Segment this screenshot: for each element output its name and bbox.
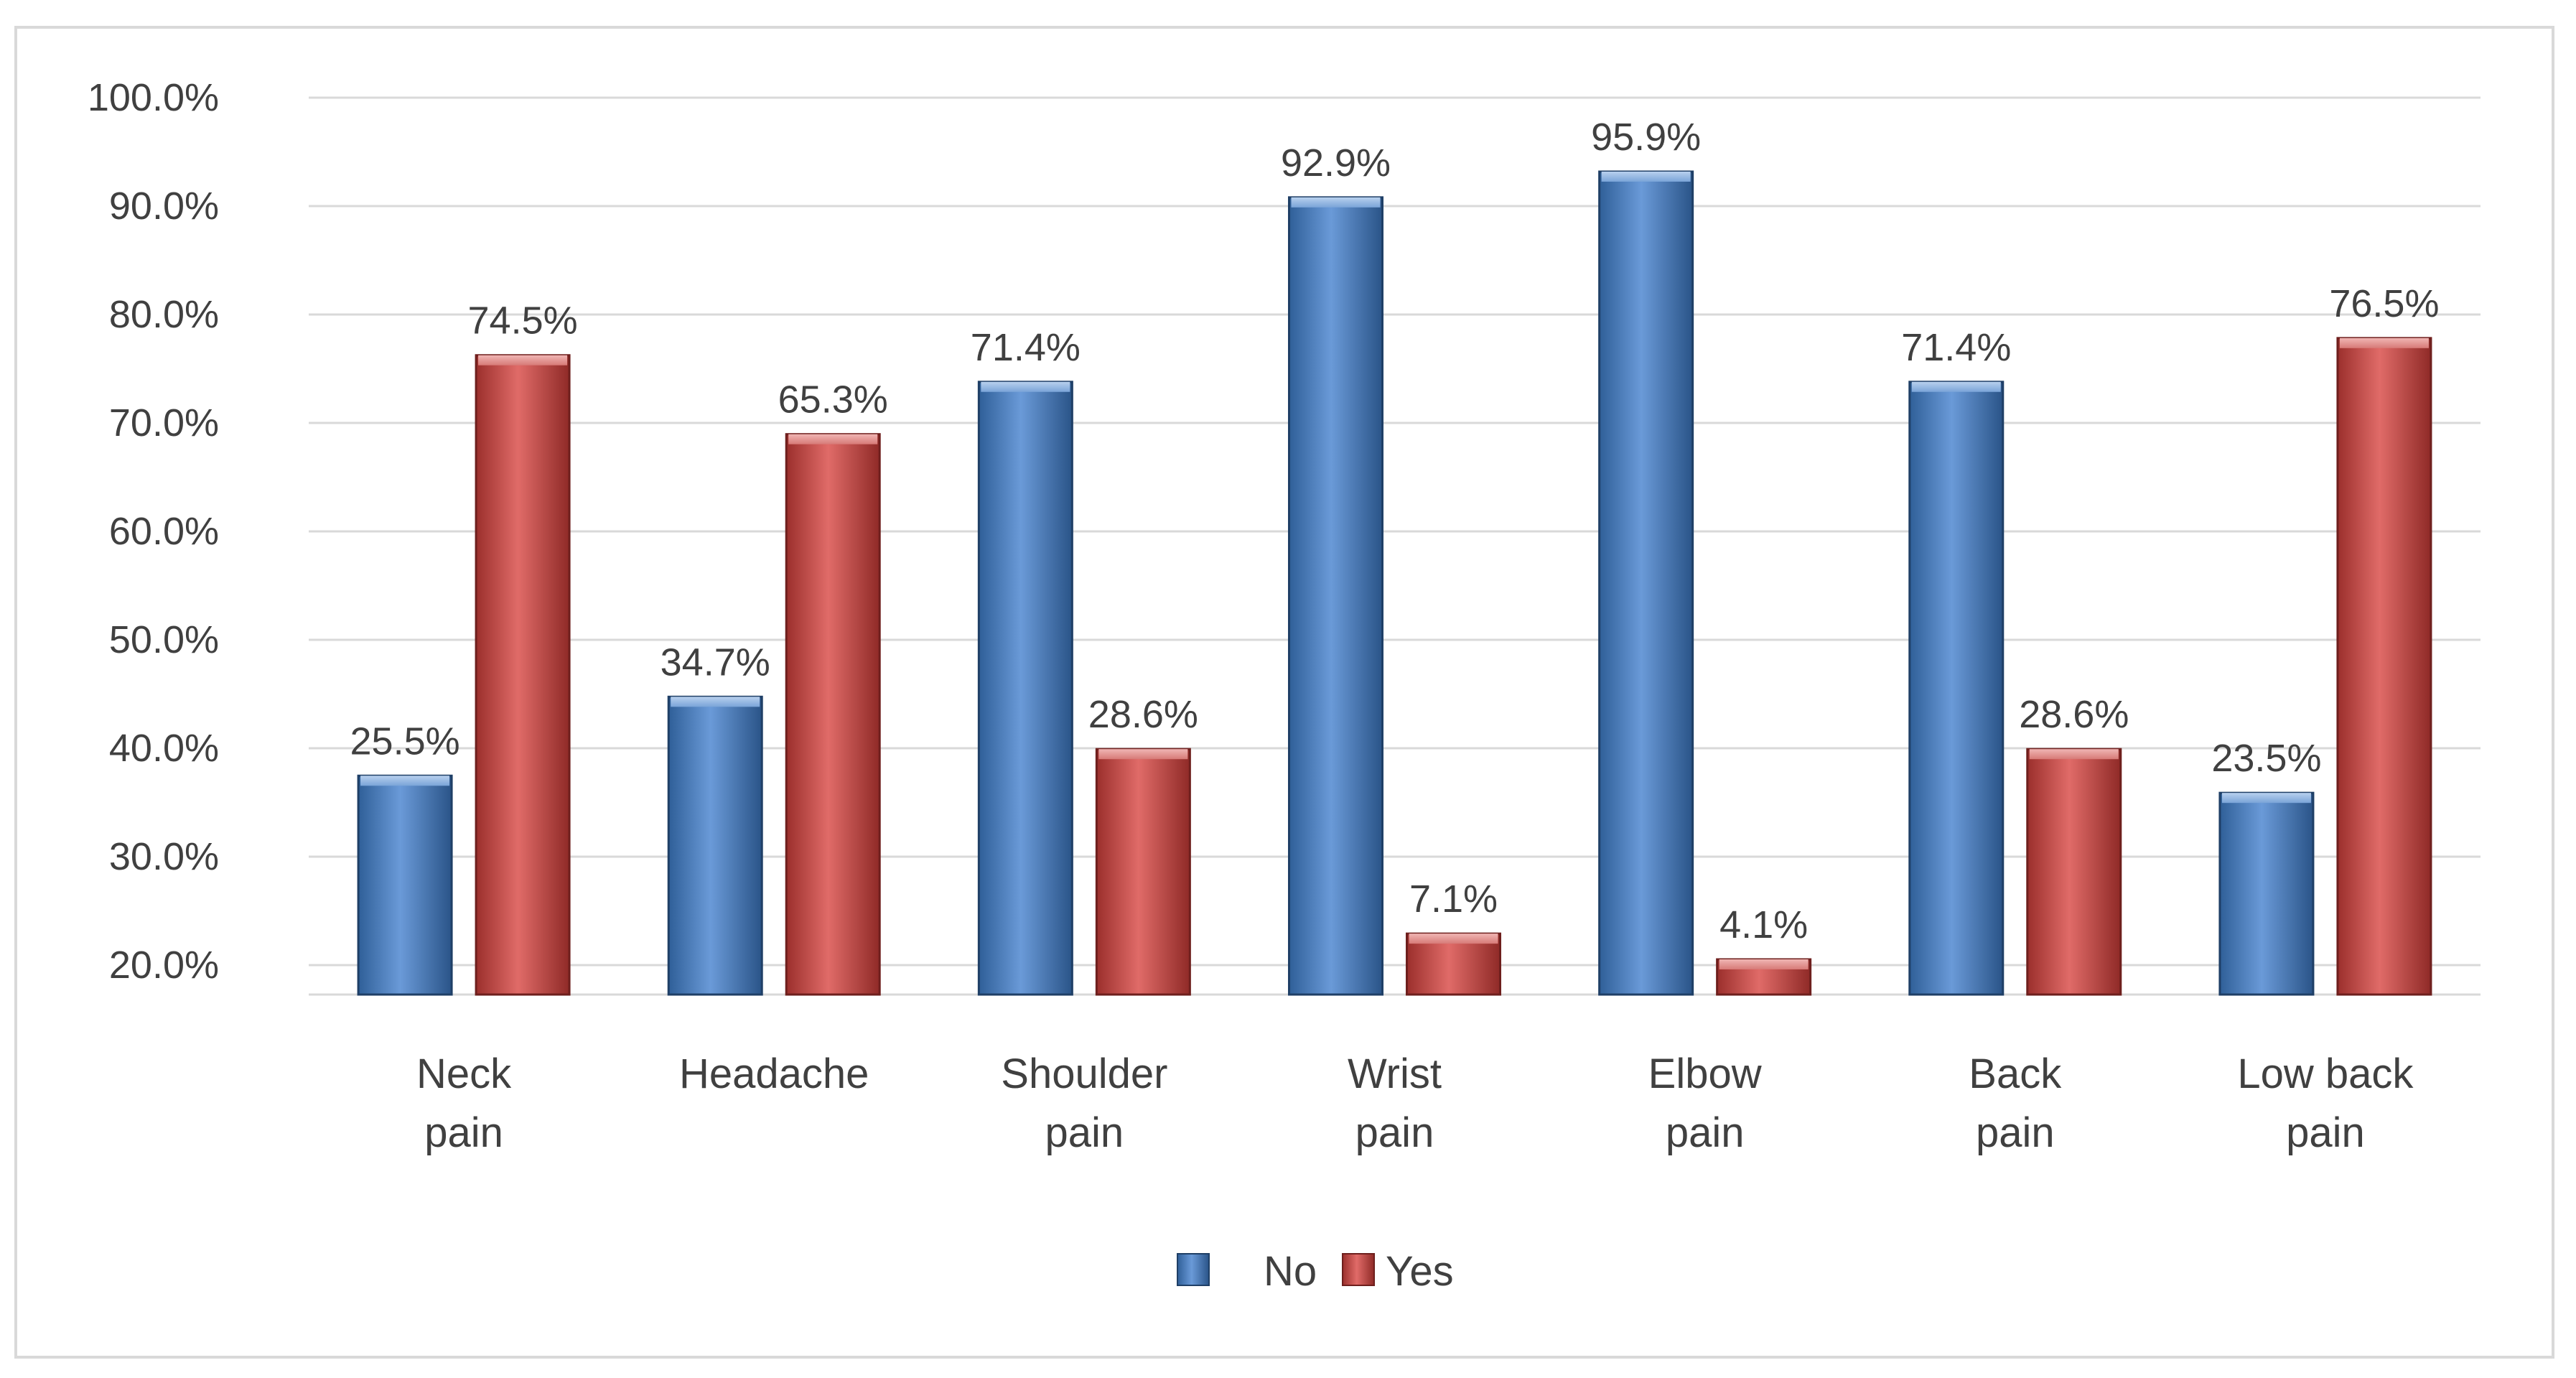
x-axis: Neck pain Headache Shoulder pain Wrist pain Elb… xyxy=(416,1051,2414,1156)
data-label: 28.6% xyxy=(2019,693,2129,736)
bar-yes xyxy=(475,354,571,996)
y-axis: 100.0% 90.0% 80.0% 70.0% 60.0% 50.0% 40.0% 30.0… xyxy=(88,76,219,987)
bar-yes xyxy=(785,433,881,996)
x-tick-label: Wrist pain xyxy=(1348,1051,1442,1156)
bar-top-no xyxy=(2221,793,2311,804)
bar-top-no xyxy=(1601,171,1691,182)
bar-top-no xyxy=(1291,197,1381,208)
bar-no xyxy=(357,774,453,996)
bar-top-yes xyxy=(788,434,878,444)
data-label: 92.9% xyxy=(1281,141,1391,185)
y-tick-label: 20.0% xyxy=(109,944,219,987)
chart-frame xyxy=(14,26,2554,1359)
data-label: 65.3% xyxy=(778,378,888,422)
bar-top-yes xyxy=(1719,959,1809,970)
bar-no xyxy=(1288,196,1383,996)
legend: No Yes xyxy=(1177,1248,1454,1295)
data-label: 28.6% xyxy=(1088,693,1198,736)
bar-top-no xyxy=(360,776,450,786)
bar-yes xyxy=(1095,748,1191,996)
x-tick-label: Headache xyxy=(679,1051,869,1097)
legend-label-no: No xyxy=(1264,1248,1317,1295)
data-label: 76.5% xyxy=(2329,282,2439,325)
y-tick-label: 100.0% xyxy=(88,76,219,119)
bar-top-yes xyxy=(1409,934,1498,944)
bar-yes xyxy=(2026,748,2122,996)
bar-no xyxy=(1908,381,2005,996)
data-label: 4.1% xyxy=(1719,903,1808,946)
data-label: 74.5% xyxy=(468,299,578,343)
y-tick-label: 70.0% xyxy=(109,401,219,444)
y-tick-label: 60.0% xyxy=(109,510,219,553)
bar-top-yes xyxy=(2029,749,2119,760)
data-label: 7.1% xyxy=(1409,877,1498,921)
data-label: 25.5% xyxy=(350,720,460,763)
legend-swatch-yes xyxy=(1342,1253,1375,1286)
bar-top-no xyxy=(1911,381,2001,392)
x-tick-label: Low back pain xyxy=(2237,1051,2414,1156)
bar-no xyxy=(2218,791,2315,996)
data-label: 71.4% xyxy=(971,326,1081,369)
data-label: 34.7% xyxy=(661,641,770,684)
x-tick-label: Shoulder pain xyxy=(1001,1051,1167,1156)
bar-no xyxy=(977,381,1073,996)
x-tick-label: Back pain xyxy=(1969,1051,2062,1156)
y-tick-label: 40.0% xyxy=(109,727,219,770)
bar-top-no xyxy=(981,381,1070,392)
data-label: 71.4% xyxy=(1901,326,2011,369)
bars xyxy=(357,170,2432,996)
y-tick-label: 80.0% xyxy=(109,293,219,336)
data-label: 23.5% xyxy=(2211,737,2321,780)
bar-top-yes xyxy=(1098,749,1188,760)
y-tick-label: 90.0% xyxy=(109,185,219,228)
bar-top-no xyxy=(671,697,760,707)
data-label: 95.9% xyxy=(1591,116,1701,159)
gridlines xyxy=(309,96,2481,996)
bar-top-yes xyxy=(2339,337,2429,348)
y-tick-label: 50.0% xyxy=(109,618,219,661)
y-tick-label: 30.0% xyxy=(109,835,219,878)
bar-yes xyxy=(2336,337,2432,996)
legend-label-yes: Yes xyxy=(1386,1248,1454,1295)
bar-no xyxy=(1598,170,1694,996)
bar-top-yes xyxy=(478,355,568,366)
x-tick-label: Neck pain xyxy=(416,1051,512,1156)
data-labels: 25.5% 74.5% 34.7% 65.3% 71.4% 28.6% 92.9% 7.1% 9… xyxy=(350,116,2440,946)
x-tick-label: Elbow pain xyxy=(1648,1051,1763,1156)
legend-swatch-no xyxy=(1177,1253,1210,1286)
bar-no xyxy=(667,695,763,996)
